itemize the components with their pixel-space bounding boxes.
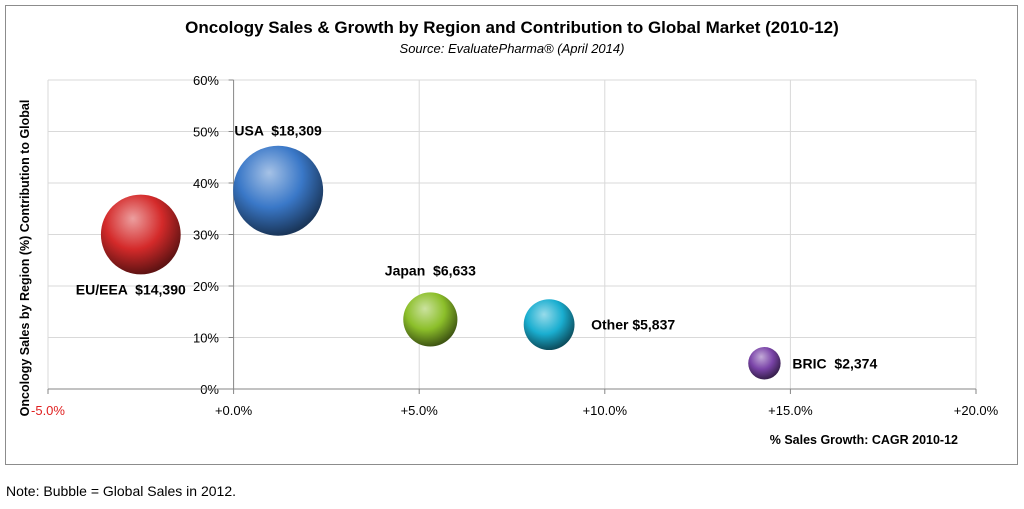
x-tick-label: +15.0%	[768, 403, 813, 418]
bubble-label: BRIC $2,374	[792, 355, 877, 371]
chart-subtitle: Source: EvaluatePharma® (April 2014)	[399, 41, 625, 56]
y-tick-label: 30%	[193, 228, 219, 243]
bubble-bric	[748, 347, 781, 380]
x-tick-label: +10.0%	[583, 403, 628, 418]
bubble-label: Other $5,837	[591, 317, 675, 333]
chart-title: Oncology Sales & Growth by Region and Co…	[185, 18, 839, 37]
x-tick-label: +20.0%	[954, 403, 999, 418]
bubble-label: EU/EEA $14,390	[76, 282, 186, 298]
x-tick-label: +0.0%	[215, 403, 253, 418]
y-axis-title: Oncology Sales by Region (%) Contributio…	[18, 100, 32, 417]
x-tick-label: +5.0%	[401, 403, 439, 418]
y-tick-label: 20%	[193, 279, 219, 294]
y-tick-label: 10%	[193, 331, 219, 346]
x-tick-label: -5.0%	[31, 403, 65, 418]
bubble-label: Japan $6,633	[385, 262, 476, 278]
bubble-other	[523, 299, 575, 351]
bubble-eueea	[100, 194, 181, 275]
bubble-japan	[403, 292, 458, 347]
y-tick-label: 50%	[193, 125, 219, 140]
y-tick-label: 40%	[193, 176, 219, 191]
y-tick-label: 60%	[193, 73, 219, 88]
bubble-usa	[233, 145, 324, 236]
bubble-label: USA $18,309	[234, 123, 322, 139]
footnote: Note: Bubble = Global Sales in 2012.	[6, 483, 236, 499]
x-axis-title: % Sales Growth: CAGR 2010-12	[770, 433, 958, 447]
